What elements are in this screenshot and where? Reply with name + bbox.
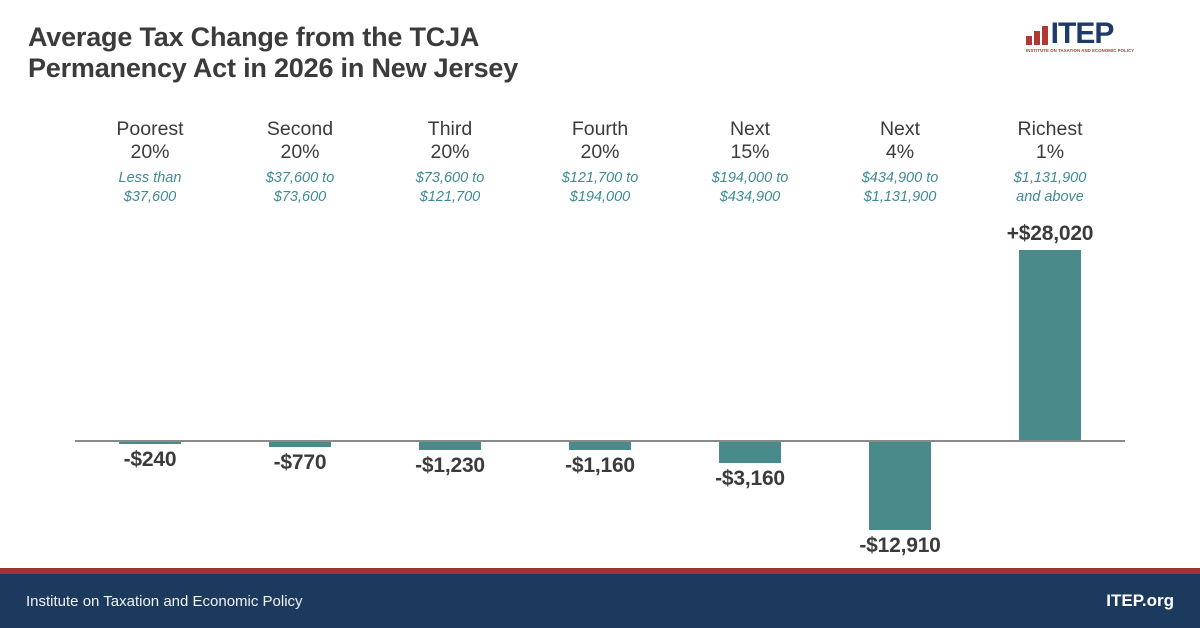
bar — [119, 442, 181, 444]
bar-value-label: -$770 — [273, 451, 327, 475]
bar-value-label: -$12,910 — [859, 533, 941, 557]
chart-title: Average Tax Change from the TCJA Permane… — [28, 22, 518, 84]
income-range-label: $434,900 to $1,131,900 — [861, 170, 939, 205]
zero-axis-line — [75, 440, 1125, 442]
bar — [719, 442, 781, 464]
logo-bar-large — [1041, 26, 1048, 45]
footer-accent-line — [0, 568, 1200, 574]
category-label: Third 20% — [427, 118, 473, 163]
logo-wordmark: ITEP — [1050, 17, 1115, 50]
category-label: Poorest 20% — [116, 118, 184, 163]
bar-value-label: +$28,020 — [1006, 222, 1094, 245]
category-label: Second 20% — [266, 118, 334, 163]
income-range-label: Less than $37,600 — [118, 170, 182, 205]
category-label: Fourth 20% — [571, 118, 629, 163]
footer-org-name: Institute on Taxation and Economic Polic… — [26, 592, 303, 610]
logo-bar-medium — [1033, 31, 1040, 45]
category-label: Richest 1% — [1017, 118, 1083, 163]
footer-bar: Institute on Taxation and Economic Polic… — [0, 574, 1200, 628]
chart-title-line-1: Average Tax Change from the TCJA — [28, 22, 480, 52]
logo-tagline: INSTITUTE ON TAXATION AND ECONOMIC POLIC… — [1025, 49, 1134, 54]
chart-column: Next 4% $434,900 to $1,131,900 -$12,910 — [825, 110, 975, 570]
bar — [1019, 250, 1081, 440]
bar — [869, 442, 931, 530]
bar-value-label: -$240 — [123, 448, 177, 471]
bar — [269, 442, 331, 448]
bar — [419, 442, 481, 451]
chart-area: Poorest 20% Less than $37,600 -$240 Second … — [0, 110, 1200, 570]
chart-column: Second 20% $37,600 to $73,600 -$770 — [225, 110, 375, 570]
bar — [569, 442, 631, 450]
chart-title-line-2: Permanency Act in 2026 in New Jersey — [28, 53, 519, 83]
income-range-label: $37,600 to $73,600 — [265, 170, 335, 205]
income-range-label: $1,131,900 and above — [1013, 170, 1087, 205]
bar-value-label: -$1,230 — [415, 454, 485, 478]
category-label: Next 4% — [879, 118, 921, 163]
income-range-label: $73,600 to $121,700 — [415, 170, 485, 205]
bar-value-label: -$3,160 — [715, 467, 785, 491]
income-range-label: $121,700 to $194,000 — [561, 170, 639, 205]
bar-chart-icon — [1025, 26, 1048, 48]
chart-column: Fourth 20% $121,700 to $194,000 -$1,160 — [525, 110, 675, 570]
logo-bar-small — [1025, 36, 1032, 45]
income-range-label: $194,000 to $434,900 — [711, 170, 789, 205]
itep-logo: ITEP INSTITUTE ON TAXATION AND ECONOMIC … — [1025, 17, 1176, 55]
chart-column: Next 15% $194,000 to $434,900 -$3,160 — [675, 110, 825, 570]
itep-logo-main: ITEP — [1025, 17, 1115, 50]
chart-column: Richest 1% $1,131,900 and above +$28,020 — [975, 110, 1125, 570]
footer-website-link: ITEP.org — [1106, 591, 1174, 610]
chart-column: Third 20% $73,600 to $121,700 -$1,230 — [375, 110, 525, 570]
chart-column: Poorest 20% Less than $37,600 -$240 — [75, 110, 225, 570]
category-label: Next 15% — [729, 118, 771, 163]
bar-value-label: -$1,160 — [565, 453, 635, 477]
